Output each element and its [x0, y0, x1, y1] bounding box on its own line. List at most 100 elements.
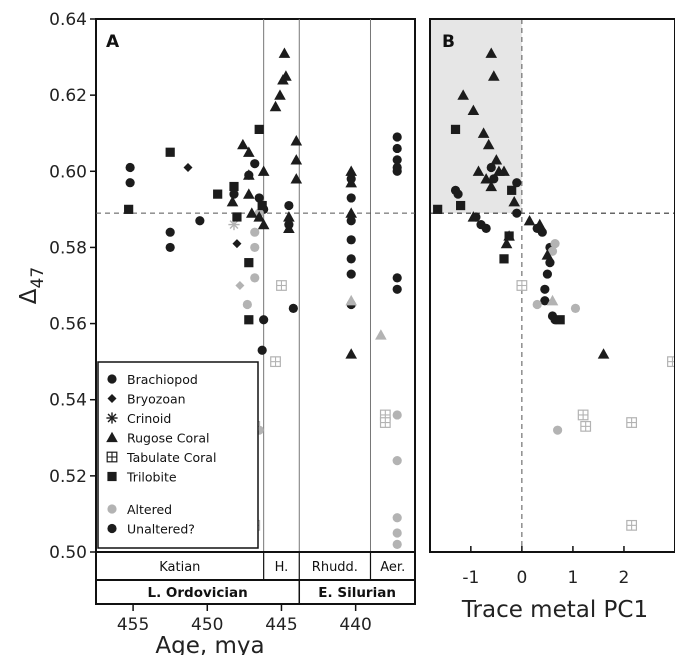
panel-b-letter: B: [442, 32, 455, 52]
data-point-trilobite-unaltered: [232, 212, 242, 222]
data-point-rugose-coral-unaltered: [253, 211, 266, 222]
panel-b-plot-frame: [429, 18, 675, 553]
y-tick-label: 0.58: [49, 238, 87, 258]
data-point-b-rugose-coral-unaltered: [457, 89, 469, 100]
data-point-rugose-coral-unaltered: [345, 176, 357, 188]
data-point-b-brachiopod-unaltered: [481, 223, 491, 233]
data-point-trilobite-unaltered: [244, 315, 254, 325]
y-tick-label: 0.62: [49, 86, 87, 106]
legend-marker-bryozoan: [107, 394, 117, 403]
y-tick-label: 0.52: [49, 467, 87, 487]
stage-label: H.: [275, 560, 289, 575]
data-point-bryozoan-unaltered: [232, 239, 242, 249]
data-point-brachiopod-altered: [250, 273, 260, 283]
data-point-brachiopod-unaltered: [229, 189, 239, 199]
data-point-brachiopod-unaltered: [165, 242, 175, 253]
data-point-brachiopod-unaltered: [288, 303, 298, 313]
stage-bar-dividers: [263, 552, 372, 580]
data-point-brachiopod-unaltered: [195, 216, 205, 226]
data-point-brachiopod-unaltered: [165, 227, 175, 237]
data-point-b-rugose-coral-altered: [546, 294, 559, 306]
data-point-rugose-coral-unaltered: [269, 100, 282, 112]
data-point-rugose-coral-unaltered: [283, 211, 295, 222]
data-point-rugose-coral-unaltered: [290, 173, 303, 184]
legend-label: Brachiopod: [127, 372, 198, 387]
legend-label: Trilobite: [126, 470, 177, 485]
x-tick-label: 450: [191, 615, 223, 635]
data-point-rugose-coral-unaltered: [345, 165, 357, 176]
data-point-rugose-coral-unaltered: [257, 165, 270, 176]
panel-a-stage-boundaries: [263, 19, 371, 552]
y-tick-label: 0.54: [49, 391, 87, 411]
data-point-rugose-coral-unaltered: [243, 169, 255, 180]
data-point-rugose-coral-unaltered: [257, 218, 270, 230]
y-tick-label: 0.64: [49, 10, 87, 30]
stage-label: Katian: [159, 560, 200, 575]
data-point-b-brachiopod-unaltered: [512, 178, 522, 188]
data-point-rugose-coral-unaltered: [278, 47, 291, 58]
data-point-brachiopod-altered: [392, 456, 402, 466]
data-point-b-brachiopod-unaltered: [540, 284, 550, 294]
data-point-rugose-coral-unaltered: [345, 207, 357, 218]
data-point-b-rugose-coral-unaltered: [508, 195, 521, 207]
data-point-brachiopod-unaltered: [257, 345, 267, 355]
stage-label: Rhudd.: [312, 560, 358, 575]
data-point-b-brachiopod-altered: [553, 425, 563, 435]
x-axis-label-age: Age, mya: [155, 633, 264, 655]
legend: Brachiopod Bryozoan Crinoid Rugose Coral Tab…: [97, 361, 259, 549]
legend-marker-rugose-coral: [106, 431, 118, 443]
data-point-brachiopod-unaltered: [125, 178, 135, 188]
data-point-trilobite-unaltered: [254, 124, 264, 135]
x-tick-label: -1: [462, 568, 479, 588]
panel-b-points: [433, 47, 675, 531]
data-point-rugose-coral-unaltered: [283, 222, 295, 234]
x-axis-label-trace-metal: Trace metal PC1: [461, 597, 648, 623]
panel-b: B -1 0 1 2 Trace metal PC1: [429, 18, 675, 623]
legend-marker-tabulate-coral: [106, 451, 118, 463]
data-point-b-rugose-coral-unaltered: [472, 165, 485, 176]
data-point-bryozoan-unaltered: [183, 162, 193, 172]
data-point-brachiopod-unaltered: [346, 269, 356, 279]
legend-label: Crinoid: [127, 411, 171, 426]
legend-marker-crinoid: [106, 412, 118, 424]
data-point-rugose-coral-unaltered: [290, 154, 303, 165]
data-point-tabulate-coral-altered: [379, 417, 391, 428]
data-point-b-rugose-coral-unaltered: [482, 138, 495, 150]
data-point-b-rugose-coral-unaltered: [533, 218, 546, 230]
x-tick-label: 445: [265, 615, 297, 635]
panel-a-y-ticks: 0.50 0.52 0.54 0.56 0.58 0.60 0.62 0.64: [49, 10, 96, 563]
data-point-b-trilobite-unaltered: [507, 185, 517, 195]
data-point-rugose-coral-altered: [345, 294, 357, 306]
data-point-brachiopod-unaltered: [259, 315, 269, 325]
data-point-trilobite-unaltered: [229, 181, 239, 192]
data-point-brachiopod-unaltered: [346, 216, 356, 226]
data-point-b-rugose-coral-unaltered: [480, 173, 492, 184]
data-point-b-trilobite-unaltered: [555, 315, 565, 325]
data-point-rugose-coral-unaltered: [274, 89, 286, 100]
panel-b-x-ticks: -1 0 1 2: [462, 546, 629, 588]
data-point-b-rugose-coral-unaltered: [485, 47, 498, 58]
data-point-brachiopod-unaltered: [392, 273, 402, 283]
panel-b-shaded-region: [430, 19, 522, 214]
data-point-b-rugose-coral-unaltered: [485, 180, 498, 192]
data-point-b-trilobite-unaltered: [433, 204, 443, 214]
era-label: L. Ordovician: [147, 585, 247, 601]
legend-label: Unaltered?: [127, 522, 195, 537]
data-point-b-rugose-coral-unaltered: [597, 348, 610, 359]
data-point-b-brachiopod-altered: [547, 246, 558, 256]
data-point-b-rugose-coral-unaltered: [500, 237, 513, 249]
data-point-brachiopod-unaltered: [392, 143, 402, 154]
legend-box: [97, 361, 259, 549]
data-point-brachiopod-unaltered: [254, 193, 264, 203]
data-point-tabulate-coral-altered: [270, 356, 281, 368]
data-point-trilobite-unaltered: [257, 200, 267, 211]
era-bar: [95, 579, 416, 605]
y-tick-label: 0.60: [49, 162, 87, 182]
data-point-b-trilobite-unaltered: [456, 200, 466, 211]
panel-a: A Brachiopod Bryozoan Crinoid Rugose Coral T…: [16, 10, 416, 655]
data-point-tabulate-coral-altered: [276, 280, 287, 291]
data-point-b-rugose-coral-unaltered: [467, 104, 480, 116]
x-tick-label: 440: [339, 615, 371, 635]
data-point-brachiopod-altered: [250, 227, 260, 237]
